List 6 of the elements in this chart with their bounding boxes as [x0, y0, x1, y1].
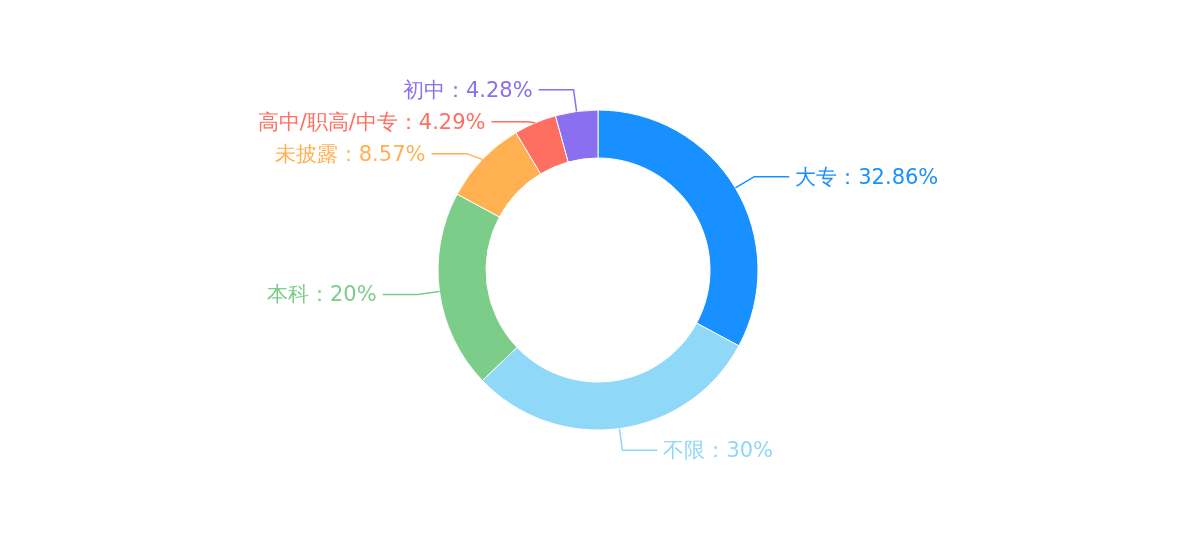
slice-label: 高中/职高/中专：4.29%	[257, 109, 486, 134]
slice-label: 初中：4.28%	[402, 77, 533, 102]
slice-label: 未披露：8.57%	[274, 141, 426, 166]
slice-label: 大专：32.86%	[795, 164, 939, 189]
slice-label: 不限：30%	[663, 438, 774, 463]
slice-label: 本科：20%	[266, 282, 377, 307]
